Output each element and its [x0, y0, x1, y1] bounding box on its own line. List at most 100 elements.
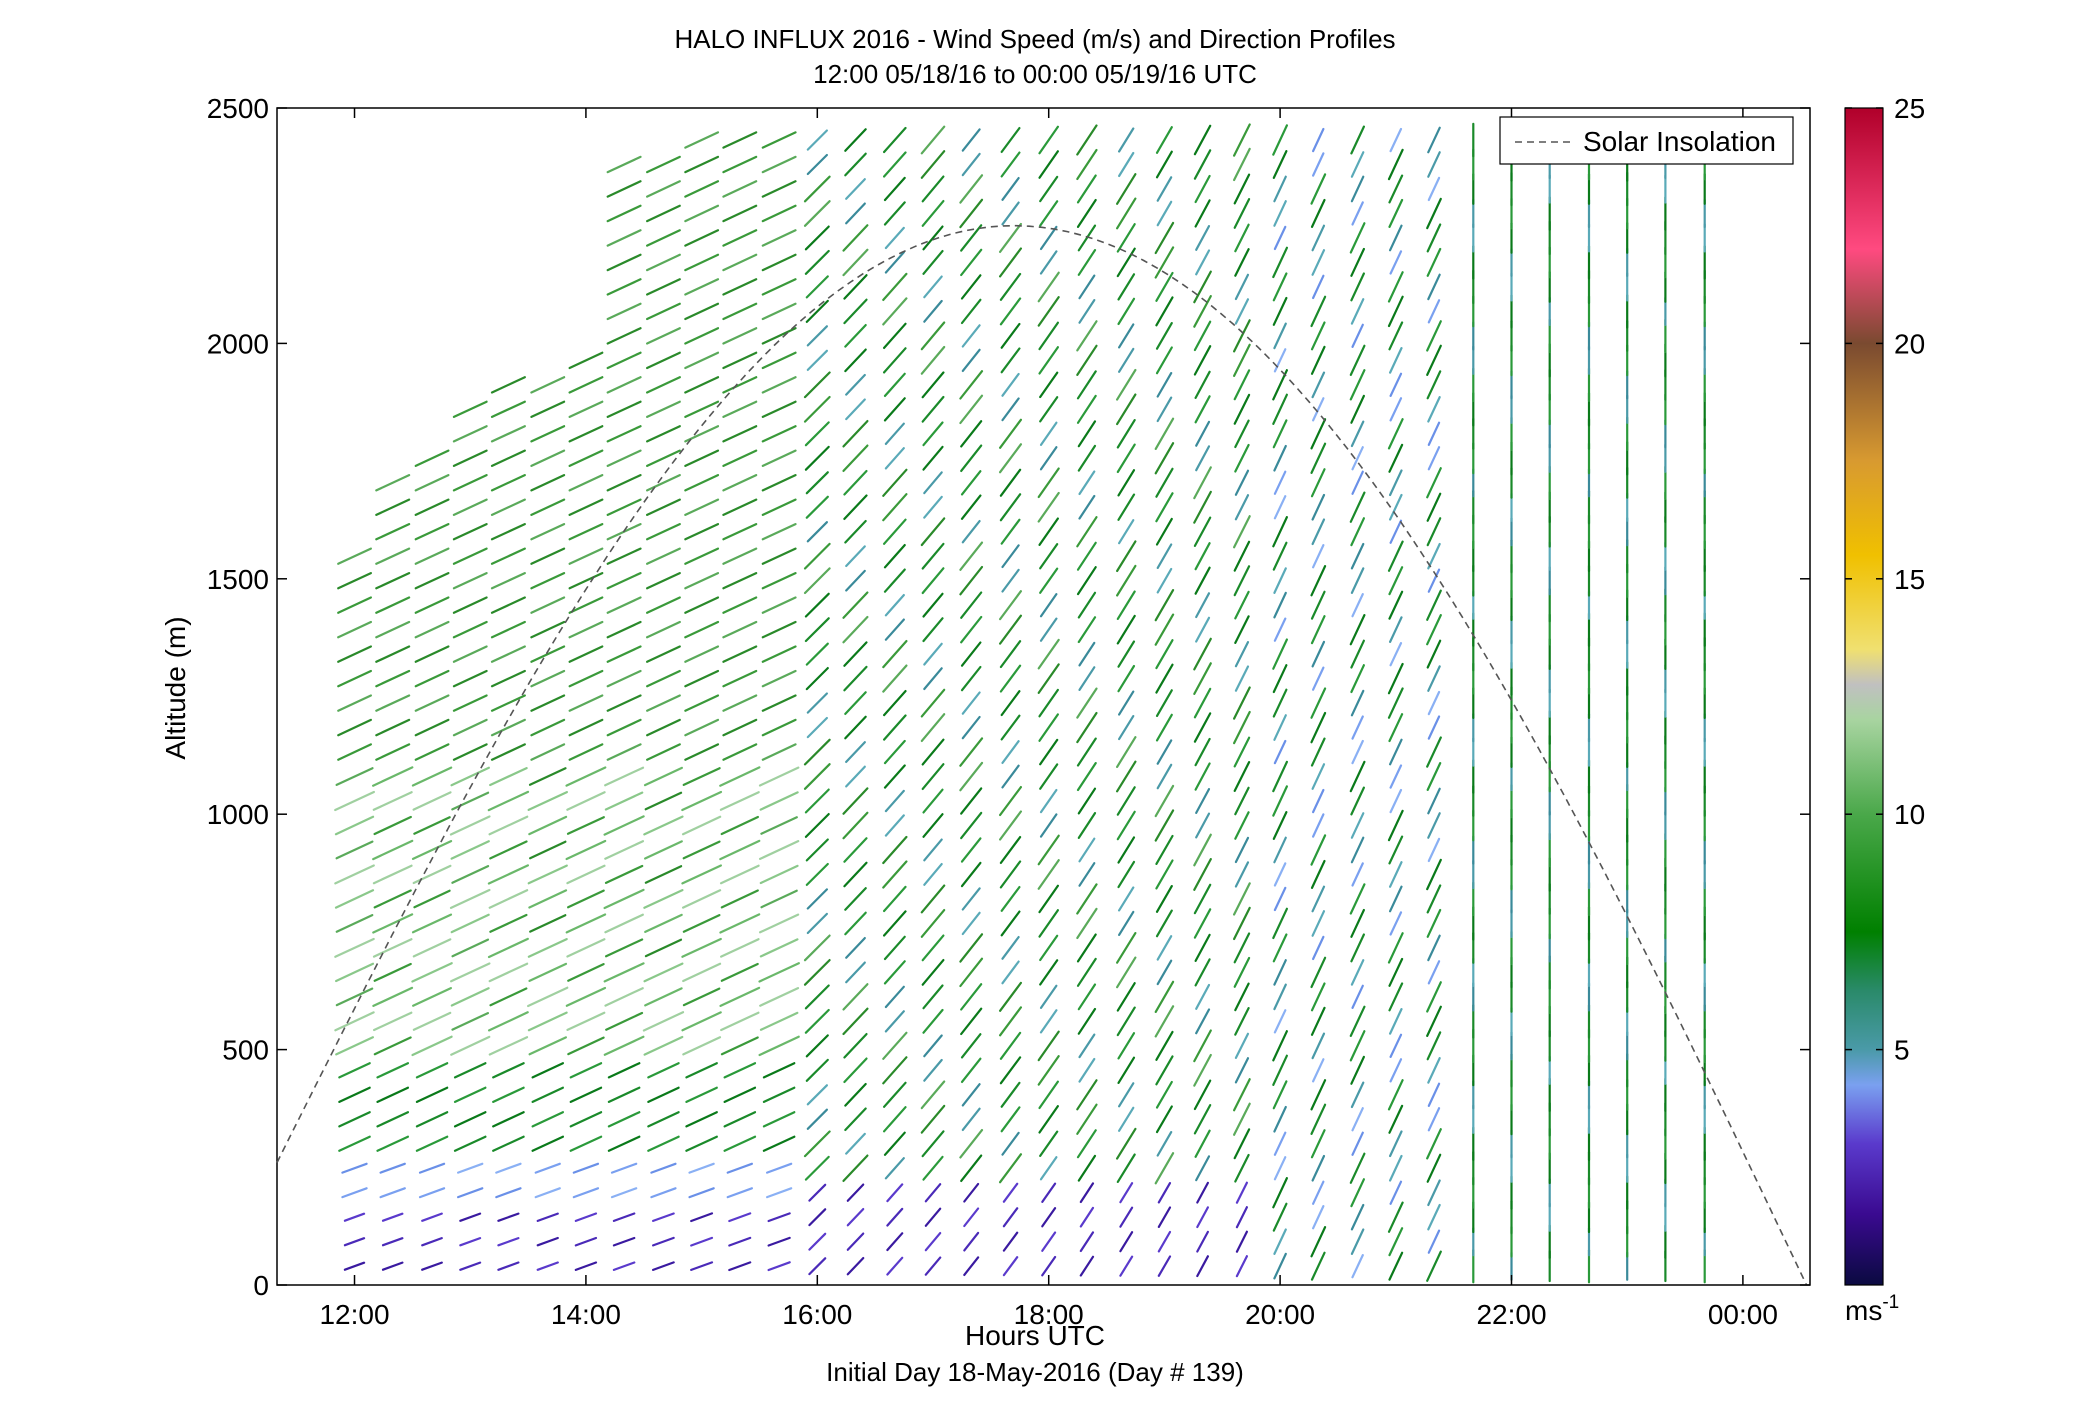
wind-barb	[1000, 1081, 1021, 1108]
wind-barb	[1310, 345, 1326, 375]
chart-title: HALO INFLUX 2016 - Wind Speed (m/s) and …	[674, 24, 1395, 54]
wind-barb	[961, 691, 981, 715]
wind-barb	[1389, 764, 1403, 789]
wind-barb	[527, 864, 568, 885]
wind-barb	[843, 469, 868, 496]
wind-barb	[1426, 761, 1442, 792]
wind-barb	[803, 542, 831, 570]
wind-barb	[650, 1162, 677, 1174]
wind-barb	[999, 640, 1022, 669]
wind-barb	[960, 811, 983, 840]
wind-barb	[759, 938, 799, 958]
wind-barb	[1039, 1156, 1058, 1181]
wind-barb	[1078, 641, 1096, 667]
wind-barb	[1426, 1128, 1442, 1160]
wind-barb	[723, 1135, 757, 1152]
wind-barb	[450, 1035, 491, 1056]
wind-barb	[1115, 956, 1137, 989]
wind-barb	[922, 421, 944, 447]
wind-barb	[569, 1062, 603, 1079]
wind-barb	[1037, 859, 1060, 890]
wind-barb	[411, 766, 453, 787]
wind-barb	[1155, 271, 1174, 302]
wind-barb	[1427, 126, 1441, 154]
plot-area: 12:00 14:00 16:00 18:00 20:00 22:00 00:00 0 500…	[207, 93, 1811, 1330]
wind-barb	[1195, 1008, 1211, 1035]
wind-barb	[1116, 982, 1136, 1012]
wind-barb	[1311, 543, 1325, 569]
wind-barb	[1272, 1176, 1289, 1209]
wind-barb	[490, 498, 526, 517]
wind-barb	[1387, 148, 1404, 181]
wind-barb	[762, 1062, 796, 1079]
wind-barb	[920, 125, 946, 155]
wind-barb	[1350, 1055, 1366, 1085]
wind-barb	[884, 789, 905, 813]
wind-barb	[1194, 933, 1211, 963]
wind-barb	[645, 155, 681, 174]
wind-barb	[450, 913, 490, 934]
wind-barb	[373, 962, 412, 982]
wind-barb	[684, 669, 720, 688]
wind-barb	[1193, 124, 1212, 156]
wind-barb	[1078, 1057, 1096, 1083]
wind-barb	[684, 645, 720, 663]
wind-barb	[1387, 932, 1404, 964]
wind-barb	[998, 981, 1023, 1012]
wind-barb	[886, 1232, 904, 1252]
wind-barb	[1350, 1178, 1366, 1208]
wind-barb	[650, 1187, 677, 1199]
wind-barb	[415, 1062, 449, 1079]
wind-barb	[923, 838, 943, 862]
wind-barb	[566, 889, 605, 909]
wind-barb	[1155, 1080, 1173, 1109]
wind-barb	[452, 498, 488, 517]
wind-barb	[492, 1135, 525, 1152]
wind-barb	[1310, 1225, 1327, 1258]
wind-barb	[1427, 396, 1441, 423]
wind-barb	[1078, 494, 1096, 520]
wind-barb	[1076, 883, 1098, 915]
wind-barb	[645, 718, 681, 737]
wind-barb	[1311, 224, 1326, 252]
wind-barb	[681, 1011, 722, 1032]
wind-barb	[1041, 1206, 1057, 1228]
wind-barb	[808, 1232, 827, 1251]
wind-barb	[1156, 200, 1173, 227]
wind-barb	[341, 1162, 368, 1174]
wind-barb	[530, 718, 566, 737]
wind-barb	[845, 178, 866, 200]
wind-barb	[606, 498, 642, 517]
wind-barb	[1272, 296, 1288, 326]
wind-barb	[1233, 932, 1251, 964]
wind-barb	[1389, 911, 1403, 936]
wind-barb	[684, 547, 720, 565]
wind-barb	[487, 790, 530, 812]
wind-barb	[884, 422, 905, 445]
wind-barb	[376, 1135, 409, 1152]
wind-barb	[1039, 738, 1059, 766]
wind-barb	[1233, 736, 1251, 768]
wind-barb	[688, 1162, 715, 1174]
wind-barb	[604, 938, 644, 958]
wind-barb	[804, 788, 830, 814]
wind-barb	[804, 445, 830, 471]
wind-barb	[882, 885, 907, 913]
wind-barb	[453, 1062, 487, 1079]
wind-barb	[490, 522, 526, 541]
wind-barb	[720, 1011, 760, 1032]
wind-barb	[681, 815, 722, 836]
wind-barb	[1156, 372, 1173, 398]
wind-barb	[845, 765, 866, 788]
wind-barb	[920, 1080, 946, 1110]
wind-barb	[1193, 270, 1212, 304]
wind-barb	[960, 665, 982, 692]
wind-barb	[761, 620, 797, 639]
wind-barb	[1311, 910, 1326, 937]
wind-barb	[1193, 637, 1212, 671]
wind-barb	[1000, 347, 1021, 374]
wind-barb	[959, 761, 984, 792]
wind-barb	[1193, 1053, 1212, 1087]
wind-barb	[1001, 372, 1020, 397]
wind-barb	[843, 494, 868, 521]
